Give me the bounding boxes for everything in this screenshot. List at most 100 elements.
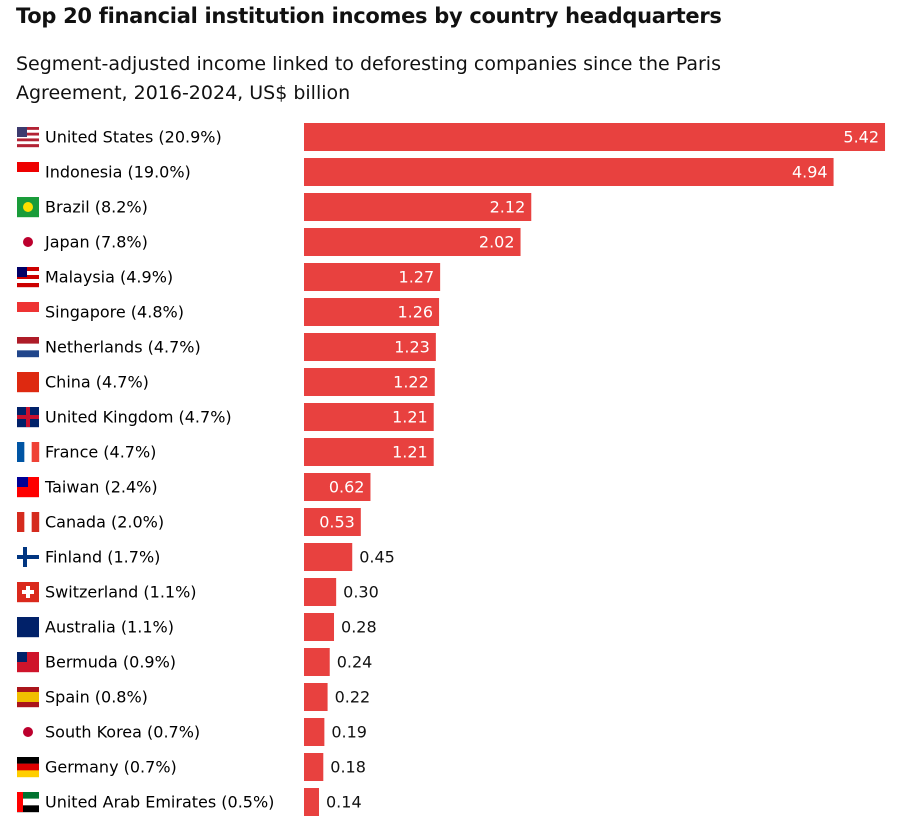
value-label: 1.21 bbox=[392, 408, 428, 427]
value-label: 4.94 bbox=[792, 163, 828, 182]
category-label: Indonesia (19.0%) bbox=[45, 163, 191, 182]
flag-canton bbox=[17, 617, 27, 627]
value-label: 0.24 bbox=[337, 653, 373, 672]
flag-stripe bbox=[17, 283, 39, 288]
value-label: 0.62 bbox=[329, 478, 365, 497]
category-label: United Kingdom (4.7%) bbox=[45, 408, 232, 427]
bar bbox=[304, 613, 335, 641]
flag-stripe bbox=[17, 132, 39, 136]
value-label: 1.27 bbox=[399, 268, 435, 287]
flag-stripe bbox=[17, 172, 39, 183]
flag-icon bbox=[17, 127, 39, 148]
flag-stripe bbox=[17, 312, 39, 323]
flag-stripe bbox=[31, 512, 40, 532]
flag-stripe bbox=[17, 135, 39, 139]
flag-canton bbox=[17, 267, 27, 277]
value-label: 0.18 bbox=[330, 758, 366, 777]
flag-hoist bbox=[17, 792, 23, 812]
value-label: 0.53 bbox=[319, 513, 355, 532]
bar bbox=[304, 788, 320, 816]
category-label: Malaysia (4.9%) bbox=[45, 268, 173, 287]
bar bbox=[304, 228, 521, 256]
bar bbox=[304, 543, 353, 571]
category-label: Japan (7.8%) bbox=[44, 233, 148, 252]
flag-icon bbox=[17, 687, 39, 708]
flag-stripe bbox=[24, 442, 32, 462]
flag-icon bbox=[17, 267, 39, 288]
flag-stripe bbox=[17, 141, 39, 145]
flag-cross bbox=[22, 590, 34, 594]
flag-stripe bbox=[17, 798, 39, 806]
category-label: United Arab Emirates (0.5%) bbox=[45, 793, 274, 812]
flag-icon bbox=[17, 477, 39, 498]
value-label: 1.22 bbox=[393, 373, 429, 392]
bar bbox=[304, 438, 434, 466]
flag-icon bbox=[17, 442, 40, 462]
flag-icon bbox=[17, 197, 39, 218]
flag-disc bbox=[23, 237, 33, 247]
flag-icon bbox=[17, 372, 39, 393]
flag-icon bbox=[17, 302, 39, 323]
bar bbox=[304, 648, 330, 676]
flag-stripe bbox=[17, 805, 39, 813]
category-label: France (4.7%) bbox=[45, 443, 156, 462]
flag-icon bbox=[17, 617, 39, 638]
value-label: 1.26 bbox=[397, 303, 433, 322]
flag-stripe bbox=[17, 138, 39, 142]
flag-stripe bbox=[17, 350, 39, 358]
flag-stripe bbox=[17, 442, 25, 462]
bar bbox=[304, 158, 834, 186]
category-label: Netherlands (4.7%) bbox=[45, 338, 201, 357]
flag-icon bbox=[17, 547, 39, 568]
flag-cross bbox=[17, 555, 39, 559]
bar bbox=[304, 508, 361, 536]
flag-stripe bbox=[17, 792, 39, 799]
category-label: South Korea (0.7%) bbox=[45, 723, 200, 742]
flag-stripe bbox=[17, 129, 39, 133]
category-label: Taiwan (2.4%) bbox=[44, 478, 158, 497]
category-label: Canada (2.0%) bbox=[45, 513, 164, 532]
flag-stripe bbox=[17, 302, 39, 313]
flag-canton bbox=[17, 127, 27, 137]
bar bbox=[304, 753, 324, 781]
value-label: 0.14 bbox=[326, 793, 362, 812]
category-label: Singapore (4.8%) bbox=[45, 303, 184, 322]
flag-stripe bbox=[17, 275, 39, 280]
flag-stripe bbox=[17, 757, 39, 764]
bar bbox=[304, 123, 886, 151]
flag-stripe bbox=[17, 127, 39, 131]
flag-stripe bbox=[17, 687, 39, 693]
bar bbox=[304, 298, 440, 326]
value-label: 0.30 bbox=[343, 583, 379, 602]
flag-stripe bbox=[17, 337, 39, 344]
flag-stripe bbox=[17, 271, 39, 276]
flag-stripe bbox=[17, 763, 39, 771]
flag-icon bbox=[17, 337, 39, 358]
bar bbox=[304, 368, 435, 396]
bar bbox=[304, 718, 325, 746]
flag-icon bbox=[17, 582, 39, 603]
bar bbox=[304, 403, 434, 431]
value-label: 5.42 bbox=[843, 128, 879, 147]
category-label: Spain (0.8%) bbox=[45, 688, 148, 707]
flag-stripe bbox=[17, 372, 39, 393]
flag-cross bbox=[17, 415, 39, 419]
flag-stripe bbox=[17, 267, 39, 272]
category-label: Australia (1.1%) bbox=[45, 618, 174, 637]
category-label: United States (20.9%) bbox=[45, 128, 222, 147]
flag-stripe bbox=[17, 279, 39, 284]
flag-icon bbox=[17, 162, 39, 183]
flag-stripe bbox=[17, 144, 39, 148]
value-label: 2.12 bbox=[490, 198, 526, 217]
flag-stripe bbox=[17, 343, 39, 351]
flag-icon bbox=[17, 757, 39, 778]
category-label: Switzerland (1.1%) bbox=[45, 583, 197, 602]
category-label: Finland (1.7%) bbox=[45, 548, 160, 567]
bar bbox=[304, 263, 441, 291]
bar bbox=[304, 333, 436, 361]
flag-canton bbox=[17, 652, 27, 662]
flag-icon bbox=[17, 407, 39, 428]
flag-stripe bbox=[17, 692, 39, 698]
bar bbox=[304, 578, 337, 606]
